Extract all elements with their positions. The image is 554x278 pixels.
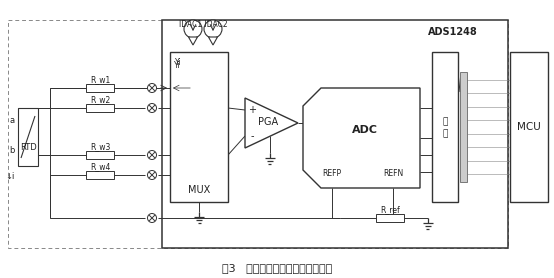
Circle shape	[147, 170, 156, 180]
Bar	[432, 52, 458, 202]
Circle shape	[147, 103, 156, 113]
Bar	[8, 20, 508, 248]
Text: ADS1248: ADS1248	[428, 27, 478, 37]
Text: a: a	[10, 115, 15, 125]
Text: -: -	[250, 131, 254, 141]
Circle shape	[147, 150, 156, 160]
Bar	[86, 171, 114, 179]
Text: ↓i: ↓i	[6, 172, 15, 180]
Bar	[460, 72, 467, 182]
Text: Yi: Yi	[174, 61, 181, 70]
Polygon shape	[188, 37, 197, 45]
Circle shape	[147, 83, 156, 93]
Text: RTD: RTD	[19, 143, 37, 152]
Bar	[86, 151, 114, 159]
Text: R_w3: R_w3	[90, 143, 110, 152]
Bar	[86, 84, 114, 92]
Text: R_ref: R_ref	[380, 205, 400, 215]
Text: +: +	[248, 105, 256, 115]
Bar	[162, 20, 508, 248]
Text: R_w4: R_w4	[90, 163, 110, 172]
Text: 图3   四线制热电阻测量原理示意图: 图3 四线制热电阻测量原理示意图	[222, 263, 332, 273]
Circle shape	[147, 214, 156, 222]
Bar	[170, 52, 228, 202]
Text: REFP: REFP	[322, 168, 342, 177]
Bar	[510, 52, 548, 202]
Bar	[18, 108, 38, 166]
Text: R_w1: R_w1	[90, 76, 110, 85]
Text: 其: 其	[442, 118, 448, 126]
Polygon shape	[208, 37, 218, 45]
Text: Yi: Yi	[175, 58, 182, 66]
Circle shape	[204, 20, 222, 38]
Polygon shape	[303, 88, 420, 188]
Text: b: b	[9, 145, 15, 155]
Circle shape	[184, 20, 202, 38]
Text: REFN: REFN	[383, 168, 403, 177]
Bar	[376, 214, 404, 222]
Text: MCU: MCU	[517, 122, 541, 132]
Bar	[86, 104, 114, 112]
Text: MUX: MUX	[188, 185, 210, 195]
Text: IDAC1 IDAC2: IDAC1 IDAC2	[179, 19, 227, 29]
Text: ADC: ADC	[352, 125, 378, 135]
Polygon shape	[245, 98, 298, 148]
Text: 他: 他	[442, 130, 448, 138]
Text: PGA: PGA	[258, 117, 278, 127]
Text: R_w2: R_w2	[90, 96, 110, 105]
